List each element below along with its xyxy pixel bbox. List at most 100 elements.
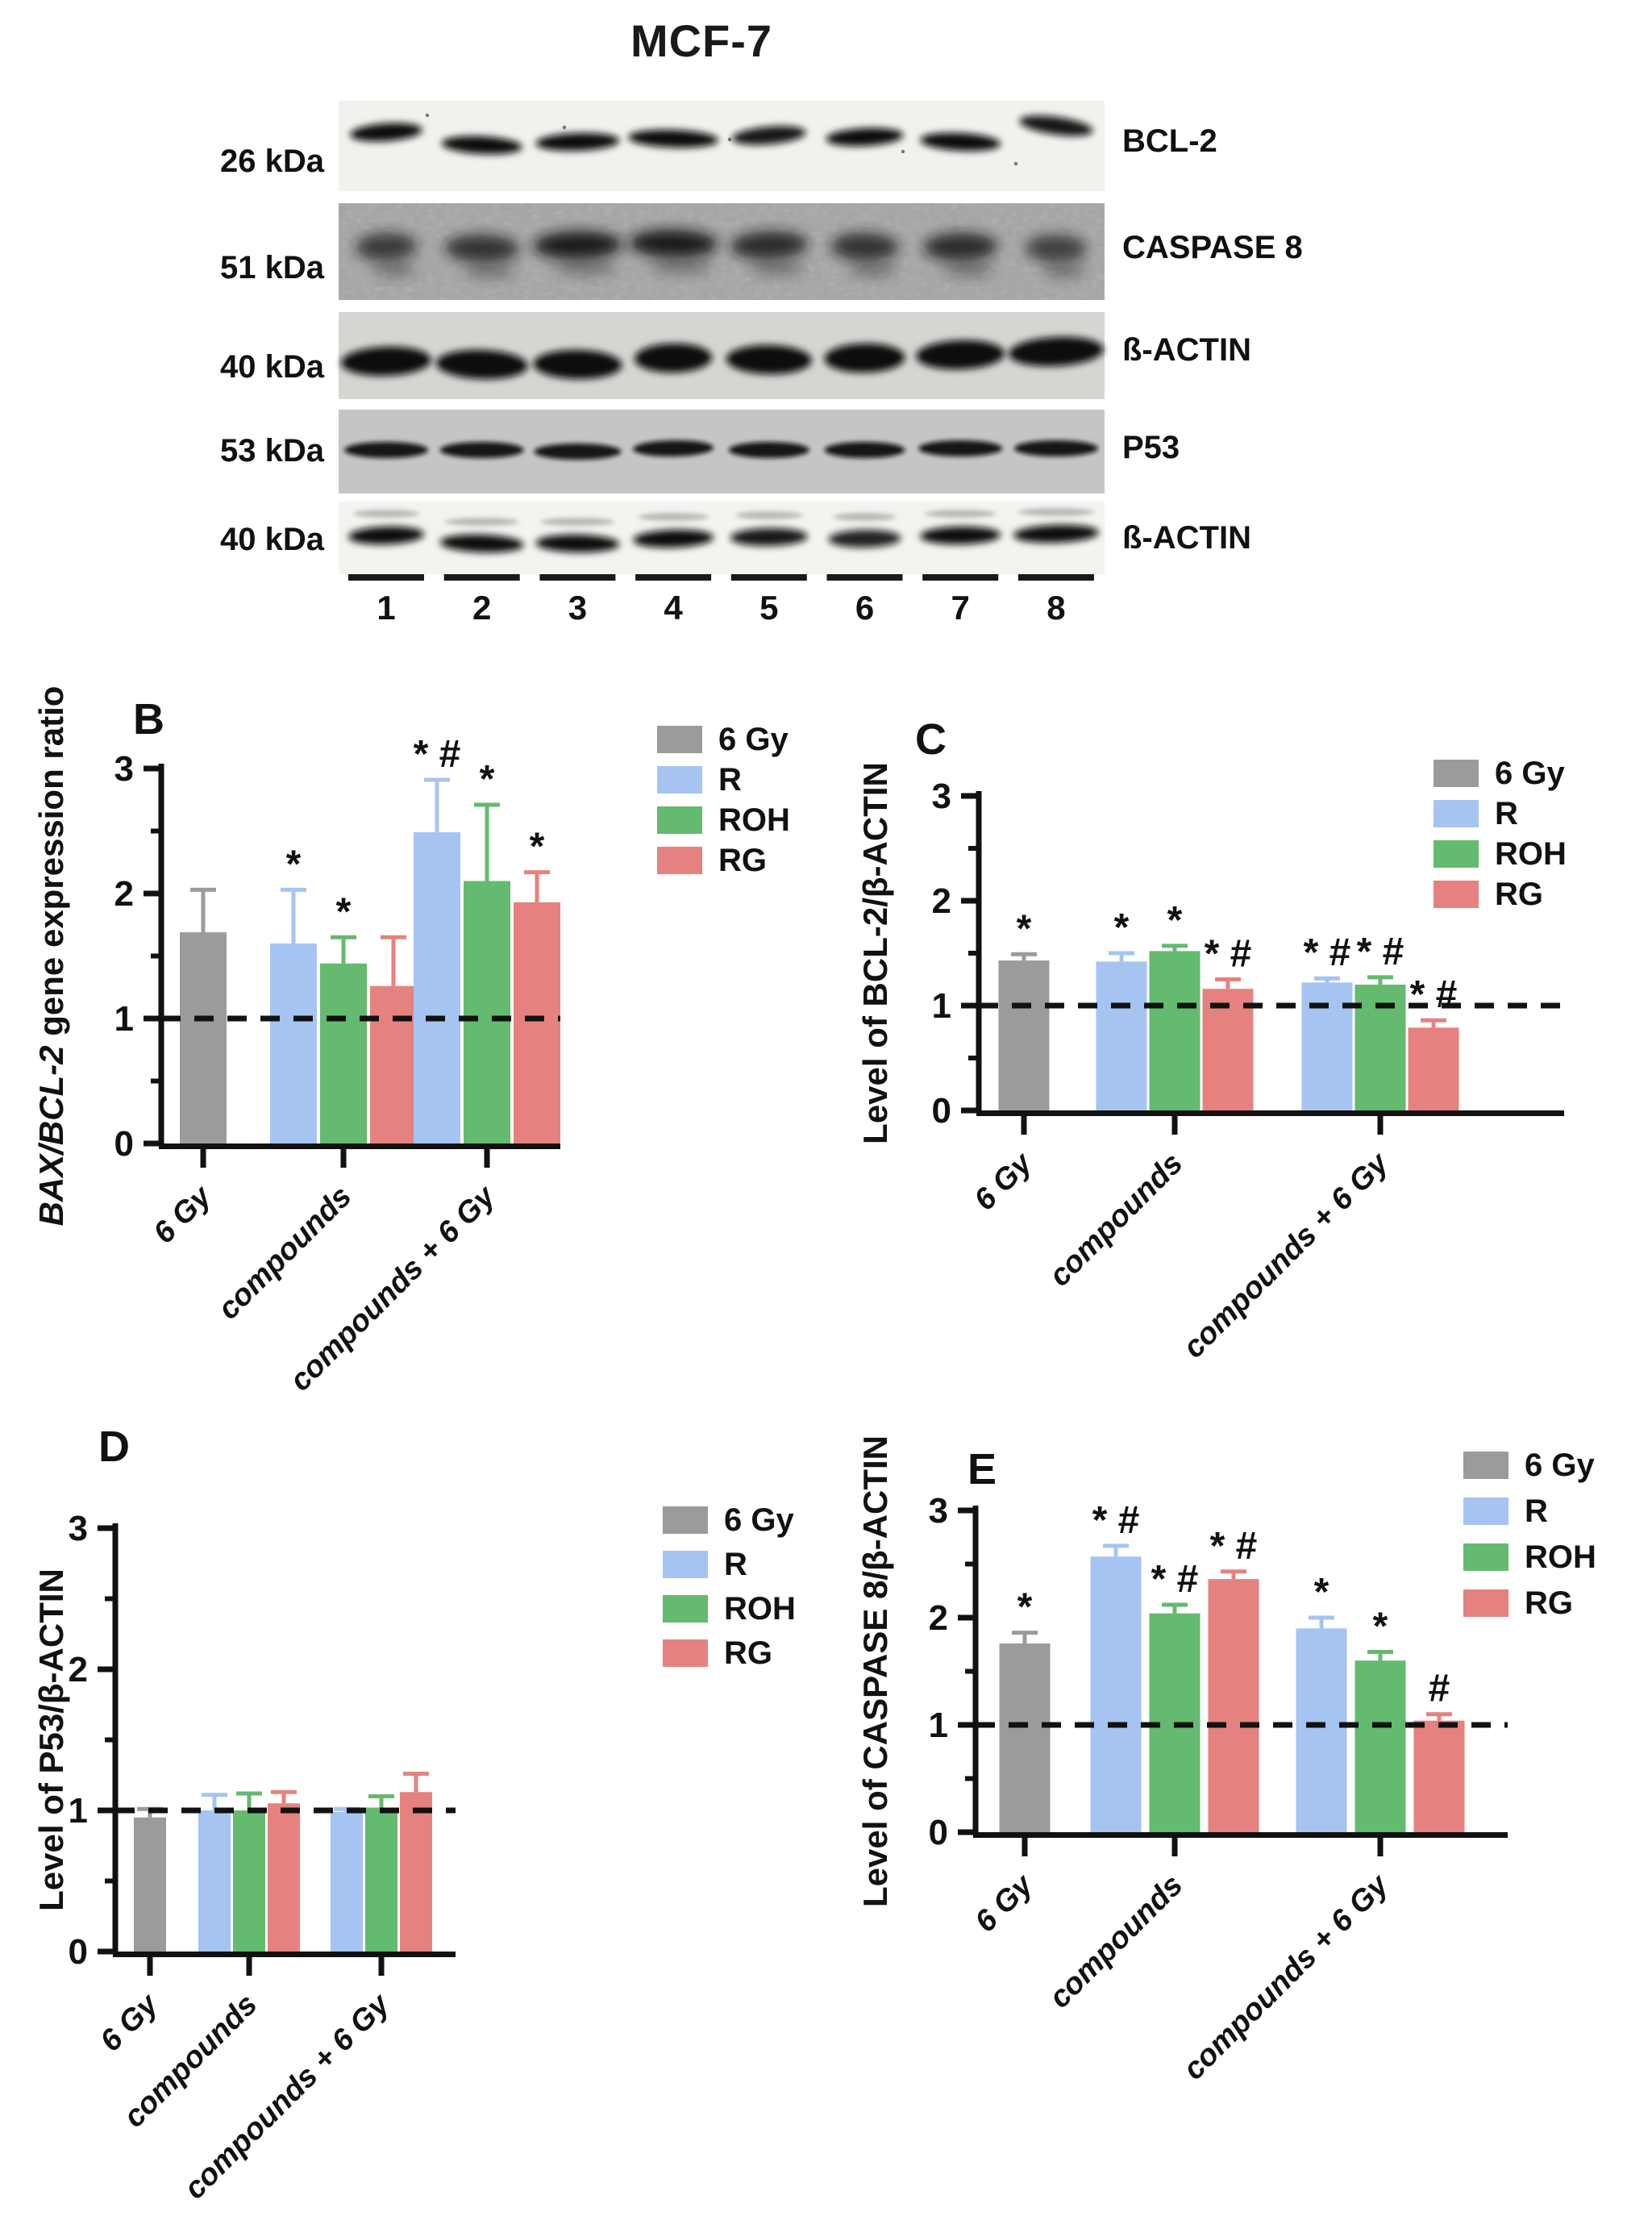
- blot-strip-CASPASE 8: [339, 203, 1105, 300]
- sig-label: * #: [1304, 931, 1351, 974]
- y-tick-label: 2: [929, 1598, 948, 1638]
- blot-band: [826, 127, 904, 147]
- sig-label: * #: [1092, 1499, 1140, 1542]
- blot-band: [435, 349, 528, 380]
- sig-label: *: [1114, 906, 1130, 949]
- mw-label: 51 kDa: [220, 250, 325, 285]
- blot-band-ghost: [1017, 508, 1094, 516]
- sig-label: *: [336, 890, 352, 933]
- chart-panel-C: C Level of BCL-2/β-ACTIN 0 1 2 3 * 6 Gy * * * # com…: [856, 715, 1567, 1365]
- blot-band: [920, 132, 1001, 152]
- legend-label: ROH: [724, 1591, 796, 1627]
- lane-number: 8: [1047, 589, 1065, 627]
- blot-band: [1008, 336, 1104, 367]
- bar-R: [1296, 1628, 1347, 1832]
- y-tick-label: 0: [932, 1091, 951, 1131]
- blot-band: [535, 534, 620, 553]
- blot-band: [629, 229, 718, 258]
- blot-band: [341, 346, 431, 377]
- y-tick-label: 2: [932, 881, 951, 921]
- blot-band: [535, 132, 620, 152]
- blot-band-ghost: [444, 518, 519, 526]
- mw-label: 53 kDa: [220, 433, 325, 469]
- panel-letter: C: [915, 715, 947, 764]
- x-tick-label: compounds + 6 Gy: [1177, 1145, 1396, 1364]
- sig-label: *: [1017, 907, 1032, 950]
- legend-label: ROH: [1495, 836, 1567, 872]
- legend-swatch-R: [657, 766, 702, 794]
- sig-label: *: [530, 826, 545, 869]
- protein-label: ß-ACTIN: [1122, 332, 1251, 368]
- legend-swatch-6 Gy: [1434, 760, 1479, 787]
- bar-ROH: [1149, 951, 1201, 1110]
- y-tick-label: 3: [929, 1491, 948, 1531]
- bar-R: [1301, 982, 1353, 1110]
- blot-band: [918, 440, 1003, 456]
- legend-label: RG: [1495, 877, 1543, 912]
- legend-swatch-ROH: [1434, 840, 1479, 868]
- x-tick-label: compounds: [1042, 1868, 1189, 2015]
- legend-label: ROH: [1525, 1539, 1596, 1575]
- legend-swatch-R: [663, 1551, 708, 1578]
- legend-label: 6 Gy: [718, 722, 789, 757]
- legend-label: ROH: [718, 802, 790, 838]
- chart-panel-E: E Level of CASPASE 8/β-ACTIN 0 1 2 3 * 6 Gy * # *…: [856, 1435, 1596, 2081]
- lane-number: 1: [377, 589, 395, 627]
- protein-label: CASPASE 8: [1122, 230, 1303, 265]
- blot-band: [916, 340, 1005, 370]
- blot-band: [1025, 234, 1087, 263]
- mw-label: 40 kDa: [220, 522, 325, 557]
- bar-ROH: [464, 881, 510, 1143]
- bar-ROH: [233, 1810, 265, 1952]
- blot-band: [439, 534, 524, 553]
- blot-band: [828, 529, 901, 548]
- protein-label: ß-ACTIN: [1122, 520, 1251, 556]
- bar-RG: [1208, 1579, 1259, 1832]
- bar-R: [198, 1810, 231, 1952]
- blot-strip-ß-ACTIN: [339, 312, 1105, 399]
- y-axis-label: Level of CASPASE 8/β-ACTIN: [856, 1435, 894, 1907]
- blot-band: [633, 439, 714, 457]
- blot-band: [923, 232, 998, 261]
- blot-band: [350, 123, 422, 142]
- bar-ROH: [320, 963, 367, 1143]
- mw-label: 26 kDa: [220, 144, 325, 179]
- x-tick-label: compounds: [211, 1180, 358, 1327]
- y-axis-label: Level of BCL-2/β-ACTIN: [856, 762, 894, 1144]
- x-tick-label: compounds + 6 Gy: [1177, 1867, 1396, 2081]
- legend-label: 6 Gy: [1525, 1448, 1595, 1483]
- bar-RG: [370, 985, 417, 1143]
- y-tick-label: 3: [114, 749, 134, 789]
- legend-swatch-ROH: [657, 806, 702, 834]
- legend-label: RG: [718, 843, 767, 878]
- x-tick-label: 6 Gy: [94, 1986, 165, 2058]
- bar-RG: [400, 1792, 432, 1952]
- bar-RG: [514, 902, 560, 1143]
- blot-band: [356, 232, 417, 261]
- blot-band: [533, 231, 622, 260]
- legend-swatch-RG: [657, 847, 702, 874]
- legend-swatch-6 Gy: [663, 1506, 708, 1534]
- legend-swatch-6 Gy: [657, 726, 702, 753]
- lane-number: 3: [568, 589, 587, 627]
- blot-band: [441, 135, 522, 155]
- bar-RG: [1202, 989, 1254, 1110]
- panel-letter: B: [133, 695, 164, 744]
- sig-label: *: [1167, 899, 1183, 942]
- blot-band: [824, 442, 905, 458]
- legend-label: R: [1495, 796, 1518, 831]
- sig-label: * #: [1205, 933, 1252, 976]
- blot-band: [533, 349, 622, 380]
- bar-R: [414, 832, 460, 1143]
- x-tick-label: 6 Gy: [967, 1145, 1039, 1217]
- blot-band: [731, 126, 806, 145]
- blot-band: [730, 527, 808, 547]
- y-tick-label: 1: [69, 1791, 88, 1831]
- blot-band: [728, 442, 809, 458]
- y-tick-label: 1: [114, 999, 134, 1039]
- blot-band: [628, 129, 719, 148]
- x-tick-label: compounds: [1042, 1147, 1189, 1293]
- blot-band: [348, 526, 424, 545]
- blot-band: [635, 343, 713, 373]
- panel-letter: E: [967, 1445, 997, 1493]
